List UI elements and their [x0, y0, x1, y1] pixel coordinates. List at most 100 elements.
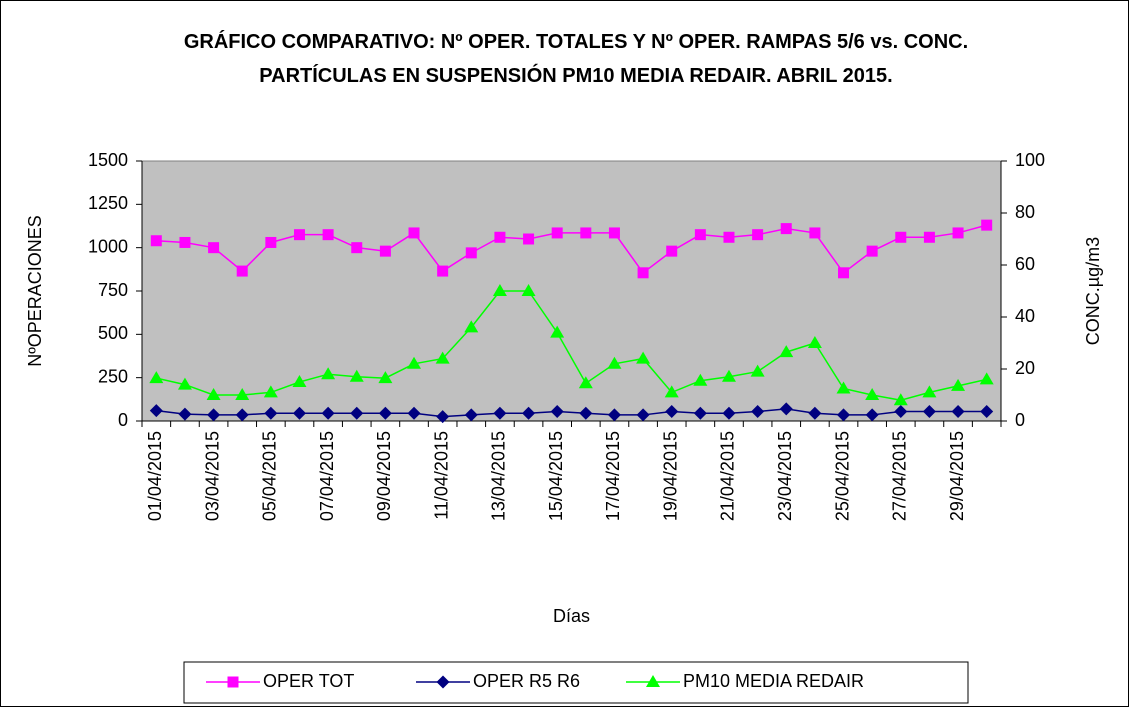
x-tick-label: 27/04/2015 — [890, 431, 910, 521]
data-point — [292, 375, 307, 387]
data-point — [779, 402, 793, 416]
data-point — [721, 369, 736, 382]
data-point — [836, 381, 851, 394]
data-point — [321, 406, 335, 420]
data-point — [207, 408, 221, 422]
y-tick-label: 750 — [98, 280, 128, 300]
data-point — [752, 229, 764, 241]
data-point — [837, 408, 851, 422]
data-point — [607, 356, 622, 369]
x-tick-label: 25/04/2015 — [832, 431, 852, 521]
data-point — [636, 408, 650, 422]
y2-tick-label: 80 — [1015, 202, 1035, 222]
y2-tick-label: 0 — [1015, 410, 1025, 430]
data-point — [981, 219, 993, 231]
x-tick-label: 09/04/2015 — [374, 431, 394, 521]
data-point — [263, 385, 278, 398]
x-axis-label: Días — [553, 606, 590, 626]
legend-box — [183, 661, 969, 704]
data-point — [521, 284, 536, 296]
data-point — [321, 367, 336, 380]
data-point — [322, 229, 334, 241]
data-point — [865, 388, 880, 400]
y-axis-label: NºOPERACIONES — [25, 215, 45, 367]
x-tick-label: 07/04/2015 — [317, 431, 337, 521]
legend-marker — [227, 676, 239, 688]
legend-label: OPER R5 R6 — [473, 671, 580, 691]
y2-tick-label: 100 — [1015, 150, 1045, 170]
x-tick-label: 13/04/2015 — [489, 431, 509, 521]
data-point — [408, 227, 420, 239]
legend-marker — [436, 675, 450, 689]
data-point — [349, 369, 364, 382]
data-point — [378, 406, 392, 420]
data-point — [179, 236, 191, 248]
y-tick-label: 0 — [118, 410, 128, 430]
data-point — [493, 406, 507, 420]
data-point — [464, 320, 479, 333]
data-point — [580, 227, 592, 239]
data-point — [665, 404, 679, 418]
data-point — [523, 233, 535, 245]
data-point — [437, 265, 449, 277]
x-tick-label: 21/04/2015 — [718, 431, 738, 521]
x-tick-label: 05/04/2015 — [260, 431, 280, 521]
x-tick-label: 01/04/2015 — [145, 431, 165, 521]
data-point — [922, 404, 936, 418]
data-point — [150, 235, 162, 247]
data-point — [922, 385, 937, 398]
data-point — [236, 265, 248, 277]
legend-label: OPER TOT — [263, 671, 354, 691]
x-tick-label: 03/04/2015 — [202, 431, 222, 521]
data-point — [895, 231, 907, 243]
data-point — [780, 223, 792, 235]
data-point — [551, 227, 563, 239]
data-point — [265, 236, 277, 248]
data-point — [923, 231, 935, 243]
x-tick-label: 11/04/2015 — [431, 431, 451, 520]
data-point — [293, 229, 305, 241]
data-point — [808, 406, 822, 420]
legend-marker — [646, 675, 660, 687]
data-point — [436, 410, 450, 424]
data-point — [952, 227, 964, 239]
data-point — [492, 284, 507, 296]
data-point — [235, 408, 249, 422]
data-point — [750, 364, 765, 377]
data-point — [264, 406, 278, 420]
data-point — [465, 247, 477, 259]
data-point — [723, 231, 735, 243]
data-point — [206, 388, 221, 400]
data-point — [664, 385, 679, 398]
plot-area — [141, 160, 1002, 422]
data-point — [636, 351, 651, 364]
legend-label: PM10 MEDIA REDAIR — [683, 671, 864, 691]
y2-axis-label: CONC.µg/m3 — [1083, 237, 1103, 345]
data-point — [608, 227, 620, 239]
data-point — [751, 404, 765, 418]
y-tick-label: 500 — [98, 323, 128, 343]
data-point — [149, 404, 163, 418]
data-point — [866, 245, 878, 257]
data-point — [578, 376, 593, 389]
data-point — [350, 406, 364, 420]
data-point — [378, 371, 393, 384]
data-point — [865, 408, 879, 422]
data-point — [607, 408, 621, 422]
x-tick-label: 19/04/2015 — [660, 431, 680, 521]
data-point — [149, 371, 164, 384]
x-tick-label: 17/04/2015 — [603, 431, 623, 521]
data-point — [894, 404, 908, 418]
data-point — [235, 388, 250, 400]
data-point — [407, 356, 422, 369]
y-tick-label: 1000 — [88, 236, 128, 256]
data-point — [779, 345, 794, 358]
data-point — [379, 245, 391, 257]
data-point — [494, 231, 506, 243]
data-point — [351, 242, 363, 254]
x-tick-label: 15/04/2015 — [546, 431, 566, 521]
data-point — [951, 404, 965, 418]
data-point — [693, 406, 707, 420]
